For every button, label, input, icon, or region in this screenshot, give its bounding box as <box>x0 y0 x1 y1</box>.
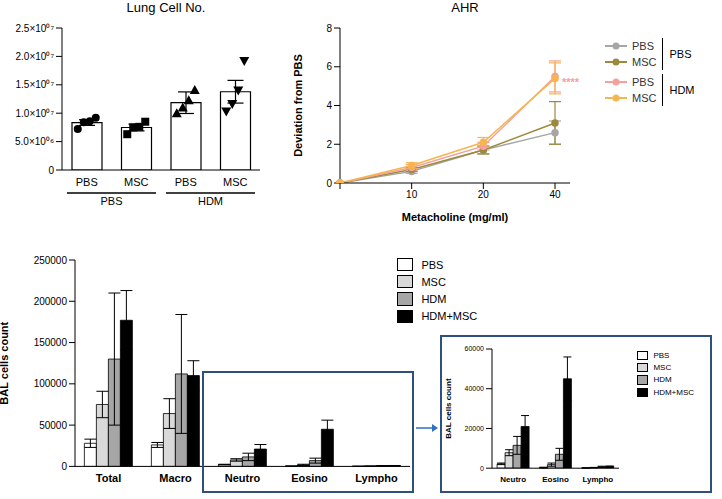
svg-text:Eosino: Eosino <box>542 475 569 484</box>
svg-text:150000: 150000 <box>34 337 68 348</box>
svg-text:0: 0 <box>48 165 54 176</box>
svg-text:Metacholine (mg/ml): Metacholine (mg/ml) <box>402 211 509 223</box>
svg-text:100000: 100000 <box>34 378 68 389</box>
svg-text:4: 4 <box>326 100 332 111</box>
svg-text:0: 0 <box>61 461 67 472</box>
html-text:HDM: HDM <box>421 293 447 305</box>
svg-text:0: 0 <box>480 465 484 472</box>
svg-text:HDM: HDM <box>198 195 223 207</box>
svg-text:Deviation from PBS: Deviation from PBS <box>292 54 304 157</box>
html-text:PBS: PBS <box>653 351 670 361</box>
html-text:Lung Cell No.: Lung Cell No. <box>126 0 206 15</box>
html-text:MSC: MSC <box>421 275 446 288</box>
svg-text:40000: 40000 <box>465 385 485 392</box>
svg-text:Lympho: Lympho <box>582 475 613 484</box>
svg-text:BAL cells count: BAL cells count <box>8 321 10 404</box>
svg-text:2.0×10⁰⁷: 2.0×10⁰⁷ <box>16 51 55 62</box>
svg-text:1.5×10⁰⁷: 1.5×10⁰⁷ <box>16 79 55 90</box>
svg-text:Macro: Macro <box>159 472 192 484</box>
svg-text:Total: Total <box>96 472 121 484</box>
html-text:PBS: PBS <box>632 40 654 52</box>
svg-text:5.0×10⁰⁶: 5.0×10⁰⁶ <box>15 136 54 147</box>
svg-text:250000: 250000 <box>34 255 68 266</box>
svg-text:MSC: MSC <box>223 176 248 188</box>
html-text:HDM: HDM <box>653 375 672 385</box>
svg-text:40: 40 <box>549 189 561 200</box>
svg-text:0: 0 <box>326 178 332 189</box>
svg-text:6: 6 <box>326 61 332 72</box>
svg-text:10: 10 <box>406 189 418 200</box>
svg-text:1.0×10⁰⁷: 1.0×10⁰⁷ <box>16 108 55 119</box>
html-text:PBS: PBS <box>421 258 444 271</box>
svg-text:200000: 200000 <box>34 296 68 307</box>
svg-text:Neutro: Neutro <box>500 475 526 484</box>
svg-text:Eosino: Eosino <box>291 472 328 484</box>
svg-text:50000: 50000 <box>39 420 67 431</box>
svg-text:60000: 60000 <box>465 345 485 352</box>
html-text:AHR: AHR <box>451 0 479 15</box>
svg-text:2.5×10⁰⁷: 2.5×10⁰⁷ <box>16 23 55 34</box>
html-text:MSC: MSC <box>632 92 657 104</box>
svg-text:BAL cells count: BAL cells count <box>444 378 453 439</box>
svg-text:20: 20 <box>478 189 490 200</box>
svg-text:PBS: PBS <box>175 176 197 188</box>
html-text:HDM+MSC: HDM+MSC <box>653 387 695 397</box>
svg-text:2: 2 <box>326 139 332 150</box>
svg-text:20000: 20000 <box>465 425 485 432</box>
svg-text:PBS: PBS <box>76 176 98 188</box>
html-text:PBS: PBS <box>632 76 654 88</box>
html-text:HDM+MSC: HDM+MSC <box>421 310 478 323</box>
html-text:HDM: HDM <box>669 84 695 96</box>
html-text:MSC: MSC <box>632 56 657 68</box>
svg-text:Lympho: Lympho <box>355 472 398 484</box>
html-text:MSC: MSC <box>653 363 672 373</box>
svg-text:MSC: MSC <box>124 176 149 188</box>
svg-text:PBS: PBS <box>100 195 122 207</box>
html-text:PBS: PBS <box>669 48 692 60</box>
svg-text:Neutro: Neutro <box>225 472 261 484</box>
svg-text:8: 8 <box>326 23 332 34</box>
